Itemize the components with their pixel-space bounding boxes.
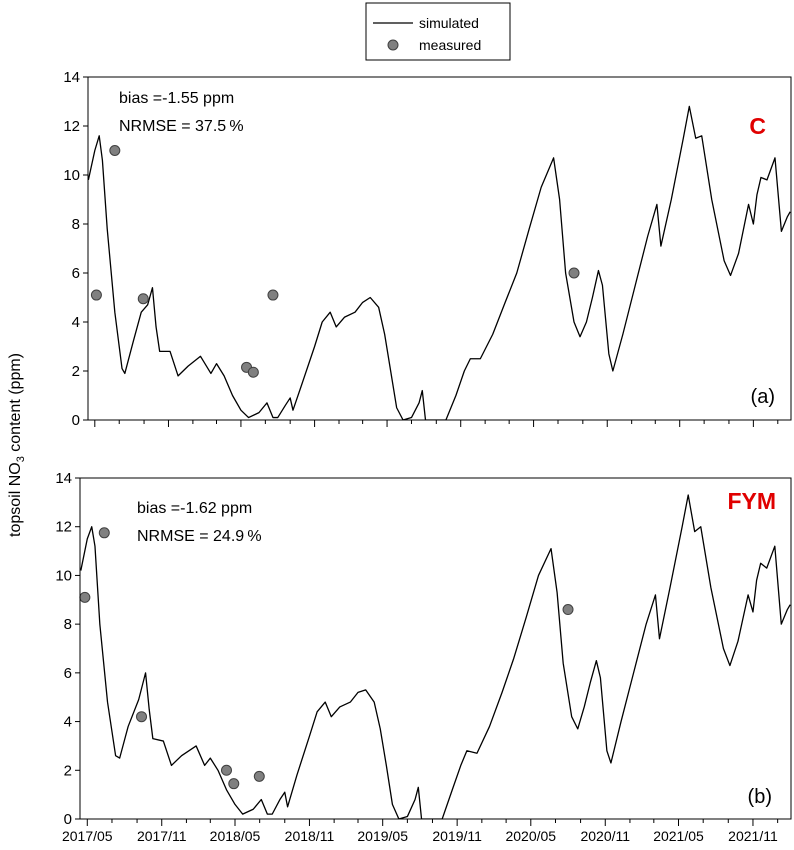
legend-box bbox=[365, 2, 511, 61]
panel-a-sim-line bbox=[88, 105, 791, 420]
panel-a-measured-point bbox=[137, 293, 149, 305]
x-axis-date-label-2019-05: 2019/05 bbox=[357, 828, 408, 844]
panel-b-grid-ticks: 0 2 4 6 8 10 12 14 2017/05 2017/11 2018/05 2018/11 2… bbox=[55, 470, 779, 844]
y-axis-label-pre: topsoil NO bbox=[7, 462, 24, 537]
y-axis-label-post: content (ppm) bbox=[7, 353, 24, 456]
panel-a-ytick-label-6: 6 bbox=[72, 265, 80, 282]
panel-a-ytick-label-0: 0 bbox=[72, 412, 80, 429]
panel-a-letter: (a) bbox=[751, 386, 775, 408]
panel-b-ytick-label-2: 2 bbox=[64, 762, 72, 779]
legend-label-measured: measured bbox=[419, 37, 481, 53]
panel-a-ytick-label-8: 8 bbox=[72, 216, 80, 233]
panel-b-ytick-label-14: 14 bbox=[55, 470, 72, 487]
panel-b-markers bbox=[79, 527, 574, 790]
panel-a-measured-point bbox=[90, 289, 102, 301]
x-axis-date-label-2020-11: 2020/11 bbox=[580, 828, 630, 844]
panel-b-ytick-label-10: 10 bbox=[55, 567, 72, 584]
y-axis-label-sub: 3 bbox=[15, 456, 27, 462]
panel-b-simulated-line bbox=[80, 494, 791, 819]
panel-b-ytick-label-12: 12 bbox=[55, 519, 72, 536]
x-axis-date-label-2020-05: 2020/05 bbox=[505, 828, 556, 844]
panel-a-ytick-label-4: 4 bbox=[72, 314, 80, 331]
x-axis-date-label-2018-05: 2018/05 bbox=[210, 828, 261, 844]
panel-a-ytick-label-10: 10 bbox=[63, 167, 80, 184]
panel-a-frame bbox=[87, 76, 792, 421]
panel-b-measured-point bbox=[253, 770, 265, 782]
legend-label-simulated: simulated bbox=[419, 15, 479, 31]
panel-b-letter: (b) bbox=[748, 786, 772, 808]
legend-marker-swatch bbox=[387, 39, 399, 51]
panel-a-measured-point bbox=[109, 145, 121, 156]
panel-a-grid-ticks: 0 2 4 6 8 10 12 14 bbox=[63, 69, 779, 429]
x-axis-date-label-2017-11: 2017/11 bbox=[137, 828, 187, 844]
panel-a-ytick-label-14: 14 bbox=[63, 69, 80, 86]
panel-a-measured-point bbox=[568, 267, 580, 279]
x-axis-date-label-2021-05: 2021/05 bbox=[653, 828, 704, 844]
panel-b-measured-point bbox=[98, 527, 110, 539]
panel-b-treatment-tag: FYM bbox=[727, 488, 776, 514]
panel-b-measured-point bbox=[220, 764, 232, 776]
panel-b-ytick-label-0: 0 bbox=[64, 811, 72, 828]
x-axis-date-label-2021-11: 2021/11 bbox=[728, 828, 778, 844]
panel-b-bias: bias =-1.62 ppm bbox=[137, 500, 252, 517]
panel-b-measured-point bbox=[136, 711, 148, 723]
panel-b: 0 2 4 6 8 10 12 14 2017/05 2017/11 2018/05 2018/11 2… bbox=[55, 470, 792, 844]
panel-b-ytick-label-6: 6 bbox=[64, 665, 72, 682]
panel-b-measured-point bbox=[79, 591, 91, 603]
panel-a-markers bbox=[90, 145, 580, 378]
panel-a-bias: bias =-1.55 ppm bbox=[119, 90, 234, 107]
x-axis-date-label-2019-11: 2019/11 bbox=[432, 828, 482, 844]
panel-b-sim-line bbox=[80, 494, 791, 819]
y-axis-label: topsoil NO3 content (ppm) bbox=[7, 353, 27, 537]
x-axis-date-label-2018-11: 2018/11 bbox=[285, 828, 335, 844]
panel-a-ytick-label-12: 12 bbox=[63, 118, 80, 135]
panel-b-measured-point bbox=[228, 778, 240, 790]
panel-a-nrmse: NRMSE = 37.5 % bbox=[119, 118, 244, 135]
panel-b-ytick-label-8: 8 bbox=[64, 616, 72, 633]
panel-b-nrmse: NRMSE = 24.9 % bbox=[137, 528, 262, 545]
panel-b-measured-point bbox=[562, 604, 574, 616]
panel-a-measured-point bbox=[267, 289, 279, 301]
panel-b-ytick-label-4: 4 bbox=[64, 714, 72, 731]
x-axis-date-label-2017-05: 2017/05 bbox=[62, 828, 113, 844]
panel-a-ytick-label-2: 2 bbox=[72, 363, 80, 380]
panel-a-treatment-tag: C bbox=[749, 113, 766, 139]
panel-b-frame bbox=[79, 477, 792, 820]
panel-a-measured-point bbox=[247, 366, 259, 378]
panel-a: 0 2 4 6 8 10 12 14 bias =-1.55 ppm NRMSE = 37.5… bbox=[63, 69, 792, 429]
legend: simulated measured bbox=[365, 2, 511, 61]
panel-a-simulated-line bbox=[88, 105, 791, 420]
